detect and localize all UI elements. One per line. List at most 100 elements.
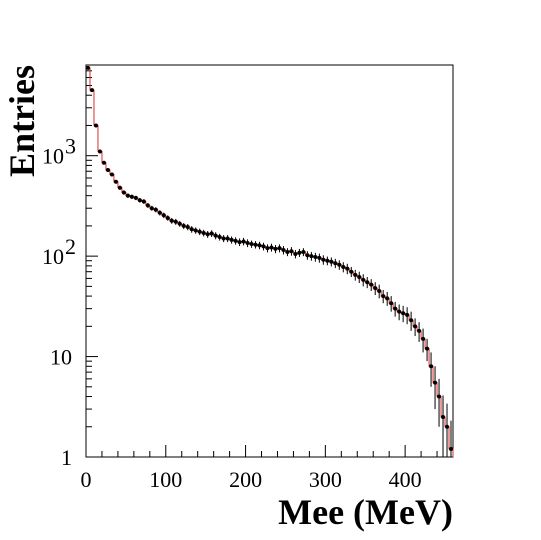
data-point <box>93 123 98 128</box>
data-point <box>293 250 298 259</box>
data-point <box>273 245 278 254</box>
marker <box>229 237 234 242</box>
data-point <box>117 185 122 190</box>
data-point <box>409 311 414 331</box>
marker <box>349 269 354 274</box>
marker <box>325 258 330 263</box>
marker <box>161 213 166 218</box>
data-point <box>285 248 290 257</box>
marker <box>365 280 370 285</box>
marker <box>357 274 362 279</box>
data-point <box>185 223 190 231</box>
marker <box>441 415 446 420</box>
y-tick-exponent: 3 <box>65 134 76 159</box>
marker <box>393 306 398 311</box>
marker <box>369 282 374 287</box>
data-point <box>233 237 238 245</box>
marker <box>245 241 250 246</box>
marker <box>181 223 186 228</box>
marker <box>313 255 318 260</box>
y-tick-exponent: 2 <box>65 234 76 259</box>
data-point <box>169 217 174 224</box>
marker <box>333 261 338 266</box>
data-point <box>257 241 262 250</box>
marker <box>209 231 214 236</box>
marker <box>289 249 294 254</box>
x-tick-label: 0 <box>81 467 92 492</box>
marker <box>265 246 270 251</box>
marker <box>85 65 90 70</box>
marker <box>353 272 358 277</box>
data-point <box>445 403 450 457</box>
data-point <box>417 322 422 342</box>
data-point <box>373 282 378 296</box>
marker <box>129 194 134 199</box>
marker <box>133 195 138 200</box>
data-point <box>205 230 210 238</box>
marker <box>117 185 122 190</box>
marker <box>237 240 242 245</box>
marker <box>145 203 150 208</box>
marker <box>385 296 390 301</box>
data-point <box>305 251 310 260</box>
marker <box>409 318 414 323</box>
x-tick-label: 100 <box>149 467 182 492</box>
data-point <box>209 230 214 238</box>
data-point <box>281 246 286 255</box>
marker <box>253 242 258 247</box>
data-point <box>241 237 246 246</box>
data-point <box>341 262 346 273</box>
data-point <box>121 190 126 195</box>
marker <box>261 244 266 249</box>
marker <box>397 309 402 314</box>
x-tick-label: 400 <box>389 467 422 492</box>
data-point <box>449 420 454 457</box>
data-point <box>369 279 374 291</box>
data-point <box>177 220 182 227</box>
marker <box>321 257 326 262</box>
y-tick-label: 10 <box>42 244 64 269</box>
data-point <box>245 239 250 248</box>
data-point <box>173 218 178 225</box>
data-point <box>137 198 142 203</box>
data-point <box>393 301 398 317</box>
marker <box>417 328 422 333</box>
marker <box>405 312 410 317</box>
marker <box>89 88 94 93</box>
marker <box>165 215 170 220</box>
data-point <box>165 215 170 221</box>
marker <box>189 227 194 232</box>
data-point <box>389 296 394 312</box>
marker <box>257 243 262 248</box>
marker <box>249 242 254 247</box>
marker <box>433 380 438 385</box>
data-point <box>237 238 242 247</box>
y-axis-title: Entries <box>2 65 42 177</box>
data-point <box>401 305 406 323</box>
data-point <box>217 233 222 241</box>
data-point <box>345 263 350 275</box>
marker <box>373 286 378 291</box>
data-point <box>193 227 198 234</box>
data-point <box>277 244 282 253</box>
data-point <box>365 276 370 289</box>
marker <box>169 218 174 223</box>
marker <box>281 248 286 253</box>
data-point <box>197 228 202 236</box>
data-point <box>153 207 158 213</box>
marker <box>345 266 350 271</box>
marker <box>401 311 406 316</box>
marker <box>301 249 306 254</box>
data-point <box>113 179 118 184</box>
data-point <box>441 395 446 457</box>
data-point <box>225 235 230 243</box>
data-point <box>405 307 410 325</box>
marker <box>269 245 274 250</box>
data-point <box>149 205 154 211</box>
marker <box>437 394 442 399</box>
data-point <box>437 378 442 427</box>
data-point <box>101 160 106 165</box>
data-point <box>413 318 418 337</box>
y-tick-label: 1 <box>61 445 72 470</box>
